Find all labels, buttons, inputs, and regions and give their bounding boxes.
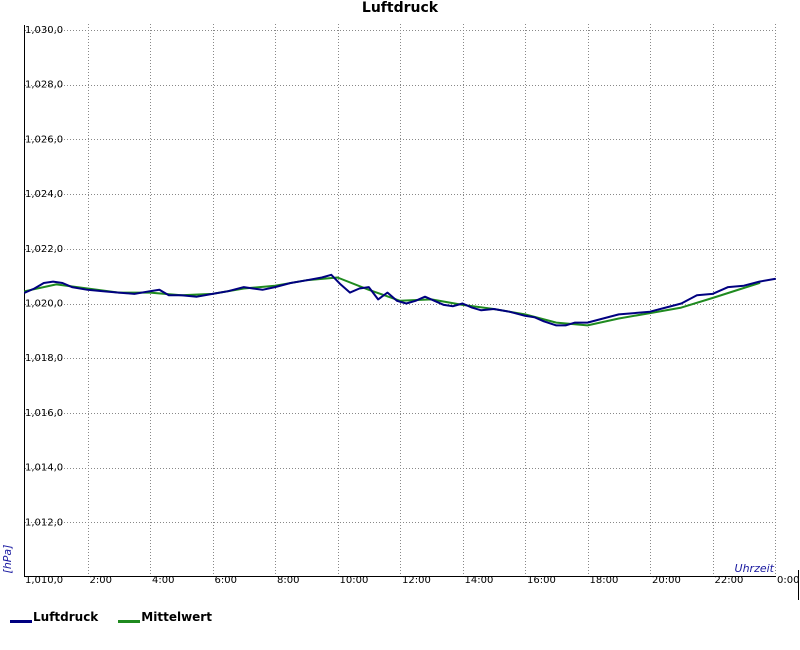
y-tick-labels: 1,010,0 1,012,0 1,014,0 1,016,0 1,018,0 1,020… (25, 25, 63, 586)
chart-title: Luftdruck (362, 0, 439, 16)
legend-label-mittelwert: Mittelwert (141, 610, 212, 624)
x-tick-label: 22:00 (715, 575, 744, 586)
x-tick-label: 2:00 (90, 575, 112, 586)
legend-item-mittelwert: Mittelwert (118, 610, 212, 624)
y-axis-label: [hPa] (1, 545, 14, 574)
y-tick-label: 1,030,0 (25, 25, 63, 36)
x-tick-labels: 2:00 4:00 6:00 8:00 10:00 12:00 14:00 16:00 18:0… (90, 575, 800, 586)
y-tick-label: 1,024,0 (25, 189, 63, 200)
y-tick-label: 1,010,0 (25, 575, 63, 586)
legend-item-luftdruck: Luftdruck (10, 610, 98, 624)
legend-swatch-luftdruck (10, 619, 32, 623)
x-tick-label: 8:00 (277, 575, 299, 586)
y-tick-label: 1,018,0 (25, 353, 63, 364)
x-tick-label: 6:00 (215, 575, 237, 586)
y-tick-label: 1,014,0 (25, 463, 63, 474)
x-tick-label: 12:00 (402, 575, 431, 586)
series-lines (24, 273, 776, 327)
legend: Luftdruck Mittelwert (10, 609, 232, 625)
series-line-mittelwert (24, 276, 761, 327)
x-axis-label: Uhrzeit (735, 562, 775, 575)
y-tick-label: 1,012,0 (25, 517, 63, 528)
y-tick-label: 1,028,0 (25, 80, 63, 91)
y-tick-label: 1,020,0 (25, 299, 63, 310)
x-tick-label: 0:00 (777, 575, 799, 586)
x-tick-label: 10:00 (340, 575, 369, 586)
y-tick-label: 1,016,0 (25, 408, 63, 419)
x-tick-label: 18:00 (590, 575, 619, 586)
x-tick-label: 14:00 (465, 575, 494, 586)
y-tick-label: 1,026,0 (25, 134, 63, 145)
series-line-luftdruck (24, 273, 776, 327)
x-tick-label: 16:00 (527, 575, 556, 586)
legend-swatch-mittelwert (118, 619, 141, 623)
legend-label-luftdruck: Luftdruck (33, 610, 99, 624)
x-tick-label: 20:00 (652, 575, 681, 586)
x-tick-label: 4:00 (152, 575, 174, 586)
y-tick-label: 1,022,0 (25, 244, 63, 255)
